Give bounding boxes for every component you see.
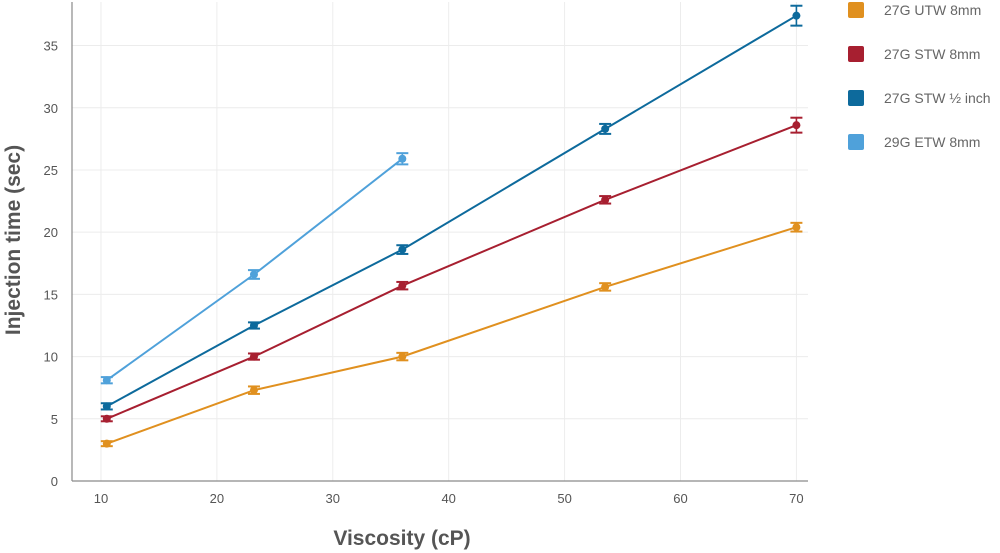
- legend-label: 27G STW ½ inch: [884, 90, 991, 106]
- data-point: [601, 195, 610, 204]
- data-point: [601, 282, 610, 291]
- x-tick-label: 70: [789, 491, 803, 506]
- legend-item: 27G UTW 8mm: [848, 2, 991, 18]
- legend-swatch: [848, 90, 864, 106]
- legend-label: 27G STW 8mm: [884, 46, 981, 62]
- legend-label: 29G ETW 8mm: [884, 134, 981, 150]
- legend-label: 27G UTW 8mm: [884, 2, 982, 18]
- tick-labels: 10 20 30 40 50 60 70 0 5 10 15 20 25 30 35: [44, 39, 804, 506]
- data-point: [398, 245, 407, 254]
- data-point: [398, 281, 407, 290]
- data-point: [792, 11, 801, 20]
- series-line: [106, 226, 797, 445]
- y-tick-label: 35: [44, 39, 58, 54]
- x-tick-label: 40: [441, 491, 455, 506]
- y-tick-label: 0: [51, 474, 58, 489]
- series: [100, 116, 803, 423]
- x-tick-label: 20: [210, 491, 224, 506]
- series: [100, 152, 409, 385]
- data-point: [398, 154, 407, 163]
- data-point: [249, 386, 258, 395]
- legend-swatch: [848, 2, 864, 18]
- data-point: [601, 124, 610, 133]
- legend: 27G UTW 8mm 27G STW 8mm 27G STW ½ inch 2…: [848, 2, 991, 178]
- data-point: [102, 439, 111, 448]
- data-point: [249, 352, 258, 361]
- data-point: [249, 321, 258, 330]
- y-tick-label: 20: [44, 225, 58, 240]
- data-point: [102, 402, 111, 411]
- legend-swatch: [848, 46, 864, 62]
- data-point: [398, 352, 407, 361]
- series-line: [106, 14, 797, 408]
- x-axis-title: Viscosity (cP): [333, 527, 470, 550]
- x-tick-label: 30: [326, 491, 340, 506]
- legend-swatch: [848, 134, 864, 150]
- grid-lines: [72, 2, 808, 481]
- legend-item: 27G STW 8mm: [848, 46, 991, 62]
- series: [100, 4, 803, 411]
- y-tick-label: 15: [44, 287, 58, 302]
- axes: [71, 2, 808, 482]
- y-tick-label: 10: [44, 350, 58, 365]
- y-tick-label: 5: [51, 412, 58, 427]
- legend-item: 29G ETW 8mm: [848, 134, 991, 150]
- x-tick-label: 60: [673, 491, 687, 506]
- x-tick-label: 50: [557, 491, 571, 506]
- plot-area: [100, 4, 803, 448]
- legend-item: 27G STW ½ inch: [848, 90, 991, 106]
- series: [100, 221, 803, 448]
- y-axis-title: Injection time (sec): [2, 145, 25, 335]
- data-point: [792, 121, 801, 130]
- data-point: [102, 414, 111, 423]
- x-tick-label: 10: [94, 491, 108, 506]
- series-line: [106, 124, 797, 420]
- data-point: [792, 223, 801, 232]
- data-point: [102, 376, 111, 385]
- data-point: [249, 270, 258, 279]
- y-tick-label: 25: [44, 163, 58, 178]
- y-tick-label: 30: [44, 101, 58, 116]
